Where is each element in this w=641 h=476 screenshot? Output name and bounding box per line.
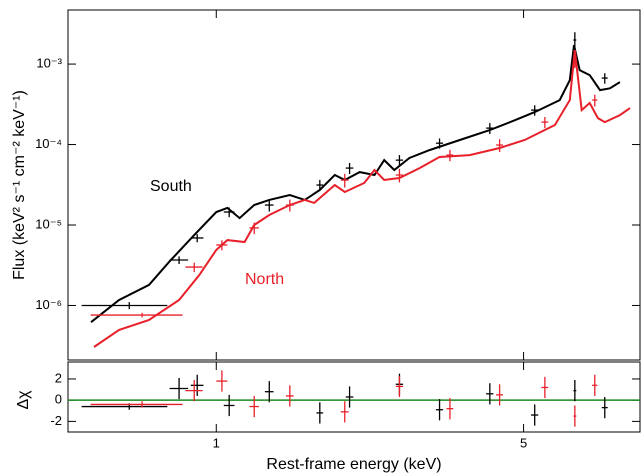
- x-tick-label: 1: [213, 435, 220, 450]
- y-axis-label: Flux (keV² s⁻¹ cm⁻² keV⁻¹): [11, 90, 28, 280]
- y-tick-label: 10⁻⁴: [35, 136, 62, 151]
- y-tick-label: 10⁻⁶: [35, 297, 62, 312]
- y-tick-label: -2: [50, 413, 62, 428]
- y-tick-label: 10⁻⁵: [35, 216, 62, 231]
- top-frame: [67, 9, 641, 361]
- y-tick-label: 2: [55, 370, 62, 385]
- residual-axis-label: Δχ: [15, 390, 32, 410]
- y-tick-label: 10⁻³: [36, 56, 62, 71]
- y-tick-label: 0: [55, 392, 62, 407]
- x-axis-label: Rest-frame energy (keV): [266, 456, 441, 473]
- x-tick-label: 5: [520, 435, 527, 450]
- series-label: North: [245, 271, 284, 288]
- model-line: [93, 49, 631, 348]
- model-line: [90, 44, 621, 323]
- bottom-frame: [67, 361, 641, 433]
- series-label: South: [150, 178, 192, 195]
